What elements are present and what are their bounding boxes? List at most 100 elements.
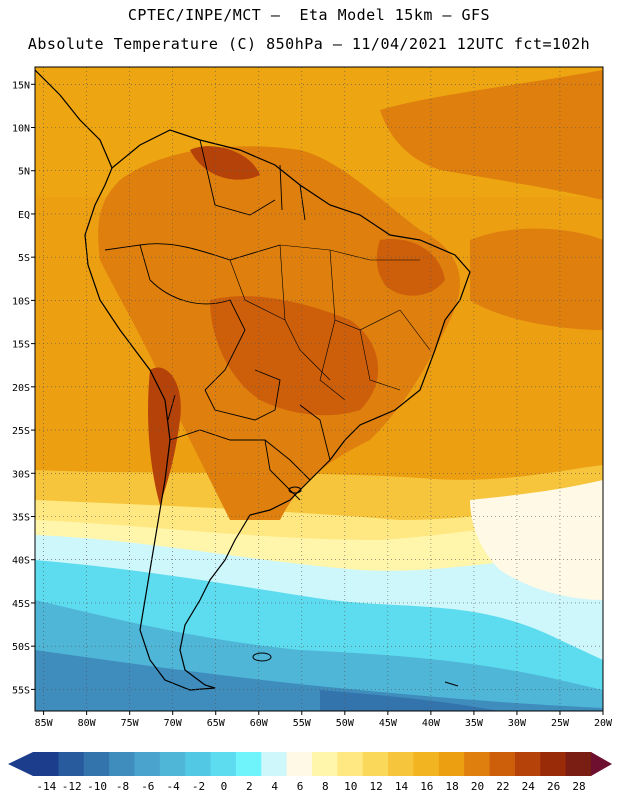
lagoa-dos-patos xyxy=(288,486,302,494)
field-band-m10 xyxy=(320,690,500,711)
colorbar-tick-label: -2 xyxy=(192,780,205,793)
field-warm-tongue xyxy=(470,480,603,600)
map-field xyxy=(35,67,603,711)
lat-label: 15S xyxy=(12,340,30,351)
field-warm-atlantic-2 xyxy=(470,228,603,330)
colorbar-swatch xyxy=(185,752,212,776)
colorbar-swatch xyxy=(540,752,567,776)
colorbar-tick-labels: -14 -12 -10 -8 -6 -4 -2 0 2 4 6 8 10 12 14 16 18 20 22 24 26… xyxy=(36,780,585,793)
map-frame xyxy=(34,66,604,712)
colorbar-low-arrow xyxy=(8,752,33,776)
field-continent-hot xyxy=(210,296,379,416)
south-georgia xyxy=(444,681,459,687)
lat-label: 10S xyxy=(12,296,30,307)
colorbar-swatch xyxy=(489,752,516,776)
chart-title-line2: Absolute Temperature (C) 850hPa – 11/04/… xyxy=(27,35,591,53)
colorbar-swatch xyxy=(261,752,288,776)
colorbar-swatch xyxy=(413,752,440,776)
lat-label: 45S xyxy=(12,599,30,610)
colorbar-tick-label: 16 xyxy=(420,780,433,793)
lon-label: 25W xyxy=(551,718,570,729)
latitude-labels: 15N 10N 5N EQ 5S 10S 15S 20S 25S 30S 35S 40S 45S 50S 5… xyxy=(12,80,35,696)
colorbar-tick-label: 12 xyxy=(369,780,382,793)
lon-label: 65W xyxy=(207,718,226,729)
colorbar-tick-label: 8 xyxy=(322,780,329,793)
lon-label: 55W xyxy=(293,718,312,729)
colorbar-tick-label: 14 xyxy=(395,780,409,793)
lon-label: 70W xyxy=(164,718,183,729)
colorbar-swatch xyxy=(514,752,541,776)
colorbar-swatch xyxy=(464,752,491,776)
lon-label: 40W xyxy=(422,718,441,729)
continent-outline xyxy=(84,129,471,691)
lon-label: 45W xyxy=(379,718,398,729)
lat-label: 15N xyxy=(12,80,30,91)
colorbar-swatches xyxy=(8,752,612,776)
lat-label: 5S xyxy=(18,253,30,264)
lat-label: 50S xyxy=(12,642,30,653)
country-borders xyxy=(104,139,331,501)
lon-label: 60W xyxy=(250,718,269,729)
lon-label: 35W xyxy=(465,718,484,729)
colorbar-tick-label: -4 xyxy=(167,780,181,793)
lon-label: 50W xyxy=(336,718,355,729)
lon-label: 20W xyxy=(594,718,613,729)
colorbar-tick-label: -14 xyxy=(36,780,56,793)
colorbar-tick-label: 26 xyxy=(547,780,560,793)
lon-label: 85W xyxy=(35,718,54,729)
colorbar-swatch xyxy=(388,752,414,776)
central-america-outline xyxy=(35,69,113,169)
colorbar-tick-label: -12 xyxy=(62,780,82,793)
colorbar-swatch xyxy=(312,752,338,776)
colorbar-swatch xyxy=(134,752,161,776)
colorbar-tick-label: 24 xyxy=(522,780,536,793)
field-andes-central xyxy=(148,367,181,505)
field-ne-brazil xyxy=(376,239,445,296)
colorbar-swatch xyxy=(286,752,313,776)
colorbar-swatch xyxy=(362,752,389,776)
lat-label: 25S xyxy=(12,426,30,437)
colorbar-tick-label: 6 xyxy=(297,780,304,793)
colorbar-swatch xyxy=(33,752,59,776)
colorbar: -14 -12 -10 -8 -6 -4 -2 0 2 4 6 8 10 12 14 16 18 20 22 24 26… xyxy=(8,752,612,793)
colorbar-swatch xyxy=(58,752,85,776)
colorbar-swatch xyxy=(438,752,465,776)
lon-label: 75W xyxy=(121,718,140,729)
colorbar-high-arrow xyxy=(591,752,612,776)
colorbar-tick-label: 2 xyxy=(246,780,253,793)
field-warm-atlantic xyxy=(380,70,603,200)
lat-label: 10N xyxy=(12,124,30,135)
colorbar-tick-label: -8 xyxy=(116,780,129,793)
colorbar-tick-label: -10 xyxy=(87,780,107,793)
falkland-islands xyxy=(252,652,272,662)
lat-label: 20S xyxy=(12,383,30,394)
field-andes-venezuela xyxy=(190,146,260,180)
lon-label: 30W xyxy=(508,718,527,729)
lat-label: 35S xyxy=(12,513,30,524)
lat-label: 5N xyxy=(18,167,30,178)
state-borders xyxy=(229,244,431,401)
lat-label: EQ xyxy=(18,210,30,221)
colorbar-swatch xyxy=(159,752,186,776)
colorbar-tick-label: 4 xyxy=(271,780,278,793)
colorbar-tick-label: 28 xyxy=(572,780,585,793)
colorbar-swatch xyxy=(83,752,110,776)
field-band-m8 xyxy=(35,650,603,711)
colorbar-swatch xyxy=(235,752,262,776)
colorbar-swatch xyxy=(565,752,592,776)
colorbar-tick-label: 0 xyxy=(221,780,228,793)
lat-label: 55S xyxy=(12,685,30,696)
colorbar-tick-label: 20 xyxy=(471,780,484,793)
colorbar-tick-label: 22 xyxy=(496,780,509,793)
chart-title-line1: CPTEC/INPE/MCT – Eta Model 15km – GFS xyxy=(127,6,491,24)
colorbar-swatch xyxy=(109,752,135,776)
colorbar-tick-label: 18 xyxy=(446,780,459,793)
lat-label: 40S xyxy=(12,556,30,567)
colorbar-tick-label: -6 xyxy=(141,780,154,793)
lon-label: 80W xyxy=(78,718,97,729)
longitude-labels: 85W 80W 75W 70W 65W 60W 55W 50W 45W 40W 35W 30W 25W 2… xyxy=(35,711,613,729)
colorbar-swatch xyxy=(210,752,237,776)
colorbar-tick-label: 10 xyxy=(344,780,357,793)
lat-label: 30S xyxy=(12,469,30,480)
